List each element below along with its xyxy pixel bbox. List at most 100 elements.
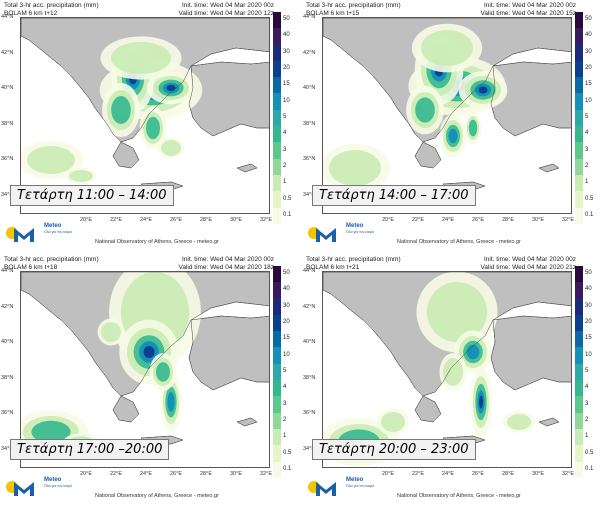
- colorbar-step: [575, 28, 583, 45]
- precip-area-moderate: [111, 42, 171, 74]
- precip-area-intense: [448, 128, 458, 144]
- longitude-label: 28°E: [200, 217, 212, 223]
- latitude-label: 44°N: [1, 268, 14, 274]
- colorbar-label: 3: [283, 400, 287, 407]
- latitude-label: 40°N: [1, 85, 14, 91]
- colorbar-label: 0.1: [283, 211, 292, 218]
- panel-times: Init. time: Wed 04 Mar 2020 00z Valid tim…: [178, 256, 274, 271]
- longitude-label: 30°E: [230, 217, 242, 223]
- colorbar-label: 1: [283, 179, 287, 186]
- coastline: [414, 141, 442, 169]
- latitude-label: 38°N: [1, 374, 14, 381]
- precipitation-map: [322, 17, 572, 214]
- colorbar-label: 50: [585, 16, 592, 23]
- longitude-label: 26°E: [472, 471, 484, 477]
- colorbar-step: [575, 298, 583, 315]
- longitude-label: 24°E: [442, 217, 454, 223]
- colorbar-step: [273, 282, 281, 299]
- longitude-label: 20°E: [80, 471, 92, 477]
- longitude-label: 26°E: [170, 217, 182, 223]
- longitude-label: 22°E: [412, 217, 424, 223]
- latitude-label: 36°N: [303, 156, 316, 162]
- colorbar: [575, 266, 583, 478]
- time-range-caption: Τετάρτη 20:00 – 23:00: [312, 439, 476, 460]
- colorbar-step: [575, 396, 583, 413]
- longitude-label: 32°E: [260, 217, 272, 223]
- colorbar-step: [273, 428, 281, 446]
- colorbar-label: 50: [283, 270, 290, 277]
- forecast-panel-3: Total 3-hr acc. precipitation (mm) BOLAM …: [0, 254, 298, 506]
- colorbar-step: [575, 314, 583, 332]
- time-range-caption: Τετάρτη 14:00 – 17:00: [312, 185, 476, 206]
- meteo-logo-icon: [308, 227, 336, 242]
- colorbar-step: [273, 445, 281, 462]
- colorbar-label: 2: [585, 416, 589, 423]
- colorbar-step: [575, 126, 583, 143]
- colorbar-step: [273, 60, 281, 78]
- colorbar-step: [575, 412, 583, 429]
- panel-times: Init. time: Wed 04 Mar 2020 00z Valid tim…: [480, 2, 576, 17]
- precip-area-heavy: [156, 362, 170, 382]
- colorbar-label: 40: [283, 32, 290, 39]
- credit-text: National Observatory of Athens, Greece -…: [95, 239, 219, 245]
- credit-text: National Observatory of Athens, Greece -…: [95, 493, 219, 499]
- panel-title: Total 3-hr acc. precipitation (mm) BOLAM …: [4, 256, 99, 271]
- coastline: [414, 395, 442, 423]
- colorbar-step: [575, 207, 583, 224]
- colorbar-label: 5: [283, 114, 287, 120]
- colorbar-label: 30: [283, 302, 290, 309]
- colorbar-step: [273, 28, 281, 45]
- colorbar-label: 50: [585, 270, 592, 277]
- logo-tagline: Όλα για τον καιρό: [346, 484, 375, 488]
- coastline: [188, 61, 269, 137]
- latitude-label: 40°N: [1, 339, 14, 345]
- colorbar-label: 20: [283, 65, 290, 72]
- precip-area-moderate: [443, 358, 463, 386]
- colorbar-step: [575, 428, 583, 446]
- colorbar-step: [273, 191, 281, 208]
- coastline: [490, 315, 571, 391]
- precip-area-moderate: [27, 146, 75, 174]
- colorbar-label: 20: [585, 65, 592, 72]
- latitude-label: 44°N: [1, 14, 14, 20]
- colorbar-step: [273, 347, 281, 364]
- time-range-caption: Τετάρτη 11:00 – 14:00: [10, 185, 174, 206]
- precip-area-moderate: [161, 140, 181, 156]
- meteo-logo-icon: [6, 481, 34, 496]
- colorbar-step: [575, 158, 583, 175]
- colorbar-step: [575, 331, 583, 348]
- latitude-label: 36°N: [303, 410, 316, 416]
- colorbar: [273, 266, 281, 478]
- logo-name: Meteo: [346, 223, 364, 229]
- coastline: [236, 417, 258, 427]
- precip-area-moderate: [427, 282, 487, 342]
- colorbar-label: 5: [283, 368, 287, 374]
- longitude-label: 30°E: [230, 471, 242, 477]
- longitude-label: 22°E: [110, 217, 122, 223]
- colorbar-step: [575, 191, 583, 208]
- precip-area-moderate: [69, 170, 93, 182]
- longitude-label: 28°E: [200, 471, 212, 477]
- coastline: [236, 163, 258, 173]
- precipitation-map: [20, 271, 270, 468]
- latitude-label: 44°N: [303, 268, 316, 274]
- colorbar-label: 1: [585, 179, 589, 186]
- colorbar-label: 0.5: [283, 449, 292, 456]
- precip-area-heavy: [111, 96, 131, 124]
- coastline: [538, 163, 560, 173]
- logo-tagline: Όλα για τον καιρό: [44, 484, 73, 488]
- precip-area-moderate: [329, 150, 381, 186]
- latitude-label: 36°N: [1, 410, 14, 416]
- panel-title: Total 3-hr acc. precipitation (mm) BOLAM …: [306, 256, 401, 271]
- colorbar-step: [575, 77, 583, 94]
- colorbar-label: 10: [283, 351, 290, 358]
- latitude-label: 38°N: [303, 374, 316, 381]
- colorbar-step: [273, 12, 281, 29]
- coastline: [112, 395, 140, 423]
- precip-area-heavy: [31, 420, 71, 444]
- colorbar-label: 10: [585, 97, 592, 104]
- colorbar-step: [273, 461, 281, 478]
- coastline: [112, 141, 140, 169]
- colorbar-label: 2: [585, 162, 589, 169]
- credit-text: National Observatory of Athens, Greece -…: [397, 493, 521, 499]
